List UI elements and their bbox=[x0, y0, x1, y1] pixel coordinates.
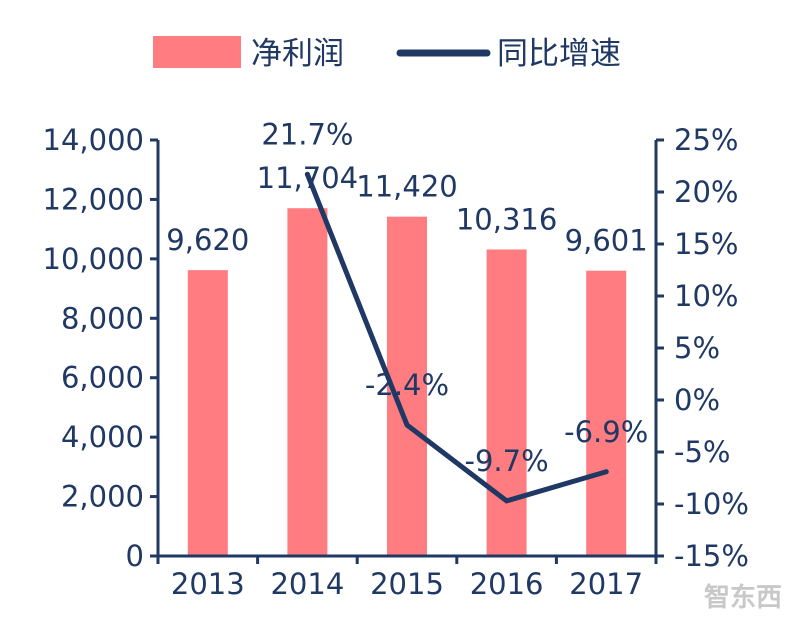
y-right-tick-label: 25% bbox=[674, 123, 738, 157]
y-right-tick-label: 15% bbox=[674, 227, 738, 261]
bar-2013 bbox=[187, 270, 228, 556]
line-series bbox=[304, 171, 609, 504]
x-tick-label: 2016 bbox=[470, 567, 544, 601]
y-right-tick-label: 20% bbox=[674, 175, 738, 209]
line-value-label-2014: 21.7% bbox=[261, 117, 353, 151]
watermark-logo: 智东西 bbox=[704, 582, 782, 613]
x-tick-label: 2013 bbox=[171, 567, 245, 601]
line-yoy-growth bbox=[304, 171, 609, 504]
legend-label-net-profit: 净利润 bbox=[251, 36, 344, 72]
y-right-tick-label: 10% bbox=[674, 279, 738, 313]
y-left-tick-label: 4,000 bbox=[61, 420, 144, 454]
bar-2017 bbox=[586, 270, 627, 556]
bar-value-label-2013: 9,620 bbox=[166, 223, 249, 257]
bar-2016 bbox=[486, 249, 527, 557]
y-left-tick-label: 14,000 bbox=[43, 123, 144, 157]
bar-value-label-2016: 10,316 bbox=[456, 202, 557, 236]
axes: 0 2,000 4,000 6,000 8,000 10,000 12,000 14,000 -… bbox=[43, 123, 749, 601]
bar-value-label-2015: 11,420 bbox=[356, 170, 457, 204]
y-left-tick-label: 2,000 bbox=[61, 480, 144, 514]
y-right-tick-label: 5% bbox=[674, 331, 720, 365]
y-left-tick-label: 8,000 bbox=[61, 301, 144, 335]
legend-label-yoy-growth: 同比增速 bbox=[497, 36, 621, 72]
y-right-tick-label: -15% bbox=[674, 539, 749, 573]
y-left-tick-label: 6,000 bbox=[61, 361, 144, 395]
point-yoy-2017 bbox=[603, 469, 609, 475]
bars bbox=[187, 208, 627, 557]
legend: 净利润 同比增速 bbox=[153, 36, 621, 72]
y-left-tick-label: 10,000 bbox=[43, 242, 144, 276]
y-right-tick-label: -10% bbox=[674, 487, 749, 521]
bar-value-label-2014: 11,704 bbox=[257, 161, 358, 195]
y-right-tick-label: -5% bbox=[674, 435, 730, 469]
bar-2014 bbox=[287, 208, 328, 556]
line-value-label-2015: -2.4% bbox=[365, 368, 449, 402]
y-right-tick-label: 0% bbox=[674, 383, 720, 417]
y-left-tick-label: 12,000 bbox=[43, 182, 144, 216]
x-tick-label: 2014 bbox=[270, 567, 344, 601]
line-value-label-2016: -9.7% bbox=[465, 444, 549, 478]
x-tick-label: 2015 bbox=[370, 567, 444, 601]
line-value-label-2017: -6.9% bbox=[564, 415, 648, 449]
point-yoy-2014 bbox=[304, 171, 310, 177]
point-yoy-2016 bbox=[504, 498, 510, 504]
y-left-tick-label: 0 bbox=[126, 539, 144, 573]
legend-swatch-net-profit bbox=[153, 36, 241, 68]
point-yoy-2015 bbox=[404, 422, 410, 428]
bar-value-label-2017: 9,601 bbox=[565, 224, 648, 258]
x-tick-label: 2017 bbox=[569, 567, 643, 601]
